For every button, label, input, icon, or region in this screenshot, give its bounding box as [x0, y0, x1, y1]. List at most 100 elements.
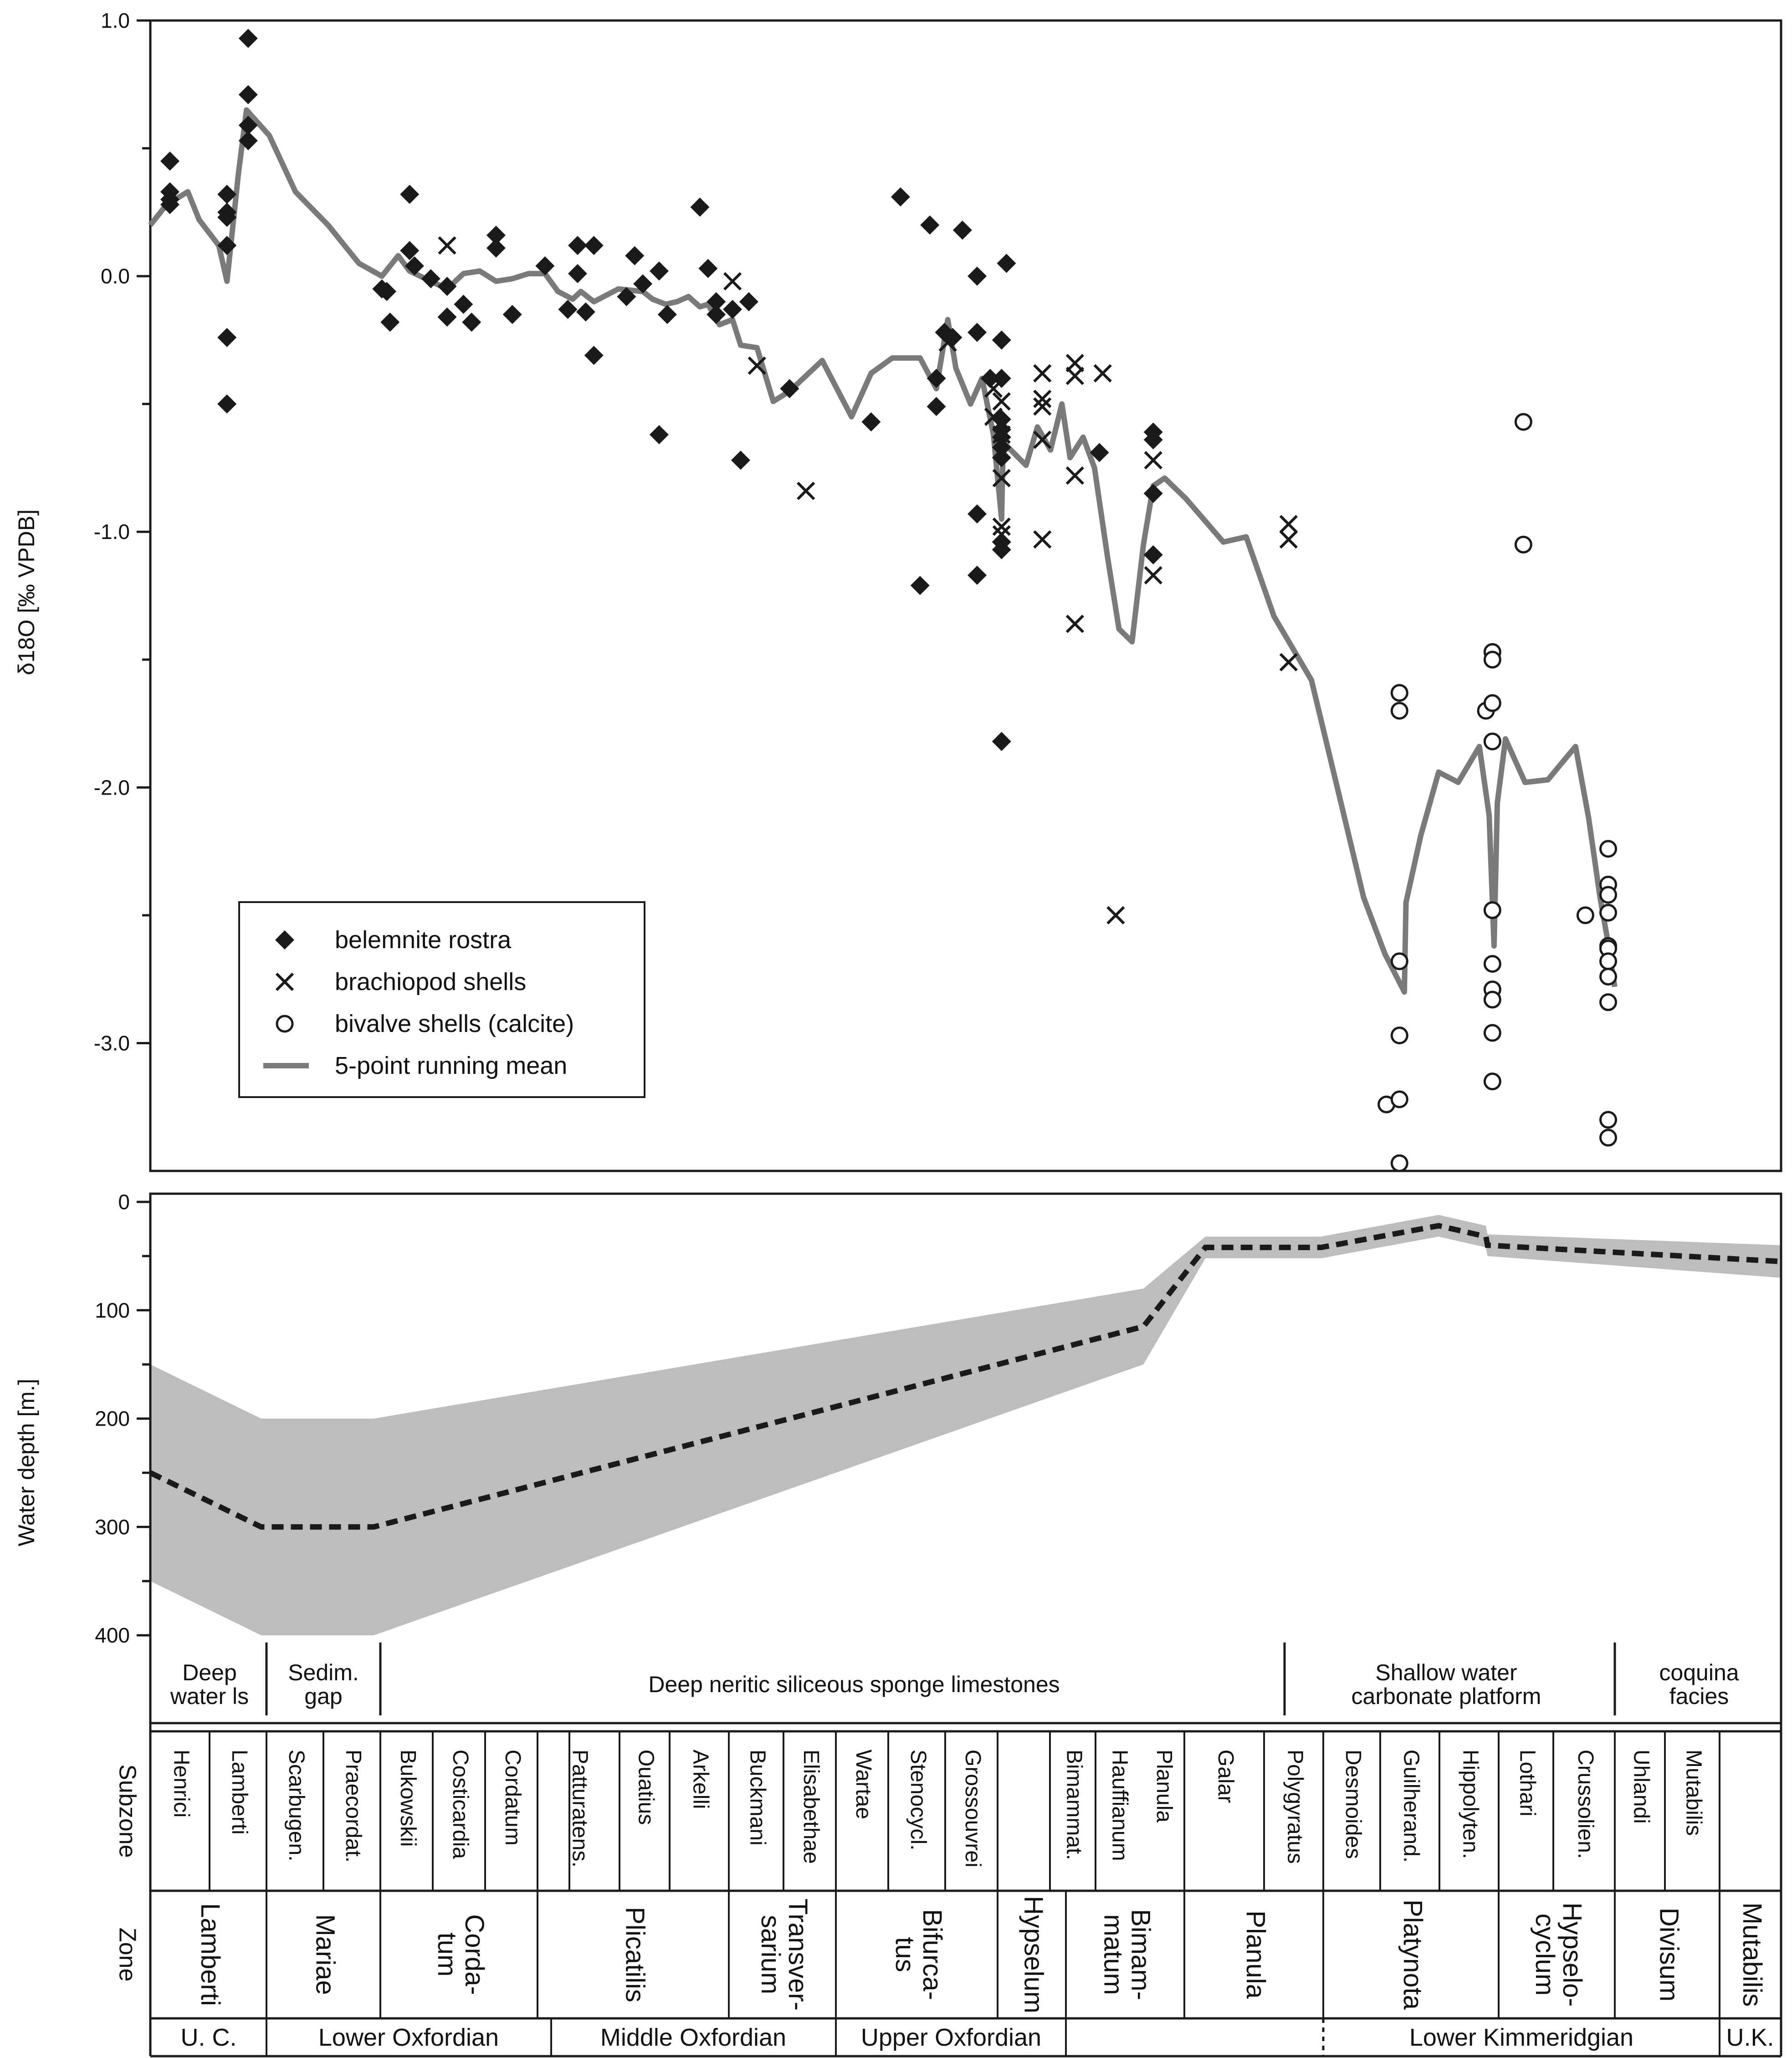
bivalve-marker	[1483, 955, 1501, 973]
belemnite-marker	[707, 305, 726, 324]
belemnite-marker	[160, 195, 179, 214]
belemnite-marker	[992, 438, 1011, 457]
brachiopod-marker	[984, 379, 1003, 398]
subzone-label: Buckmani	[745, 1750, 769, 1846]
belemnite-marker	[454, 294, 473, 314]
bivalve-marker	[276, 1015, 294, 1033]
y-tick-label: 400	[95, 1623, 130, 1647]
isotope-points	[160, 29, 1618, 1172]
belemnite-marker	[920, 215, 940, 235]
stage-label: Upper Oxfordian	[861, 2024, 1041, 2051]
belemnite-marker	[377, 282, 397, 301]
bivalve-marker	[1390, 1026, 1408, 1045]
legend-label: 5-point running mean	[335, 1052, 567, 1079]
subzone-row: Henrici Lamberti Scarbugen. Praecordat. Buko…	[169, 1731, 1720, 1891]
belemnite-marker	[584, 346, 604, 365]
belemnite-marker	[584, 236, 604, 255]
brachiopod-marker	[984, 407, 1003, 426]
subzone-label: Costicardia	[448, 1750, 472, 1859]
belemnite-marker	[238, 116, 258, 135]
brachiopod-marker	[1093, 364, 1112, 383]
bivalve-marker	[1390, 952, 1408, 970]
belemnite-marker	[649, 425, 669, 444]
belemnite-marker	[238, 29, 258, 48]
brachiopod-marker	[992, 517, 1011, 536]
belemnite-marker	[1143, 484, 1163, 503]
belemnite-marker	[910, 576, 930, 595]
belemnite-marker	[723, 300, 742, 319]
belemnite-marker	[217, 328, 237, 347]
subzone-label: Stenocycl.	[906, 1750, 930, 1850]
brachiopod-marker	[1033, 390, 1052, 408]
brachiopod-marker	[1279, 530, 1298, 549]
belemnite-marker	[486, 238, 506, 258]
belemnite-marker	[891, 187, 910, 207]
belemnite-marker	[568, 236, 587, 255]
stage-row: U. C. Lower Oxfordian Middle Oxfordian Uppe…	[180, 2018, 1774, 2056]
belemnite-marker	[400, 241, 420, 260]
subzone-label: Patturatens.	[568, 1750, 592, 1868]
belemnite-marker	[380, 313, 400, 332]
facies-label: Sedim.	[288, 1660, 359, 1685]
subzone-label: Guilherand.	[1399, 1750, 1423, 1863]
belemnite-marker	[1090, 443, 1109, 462]
belemnite-marker	[217, 208, 237, 227]
zone-label: Transver-	[783, 1899, 813, 2011]
zone-label: Hypselo-	[1557, 1903, 1587, 2007]
y-tick-label: -3.0	[94, 1031, 130, 1055]
belemnite-marker	[275, 930, 294, 949]
brachiopod-marker	[1033, 364, 1052, 383]
legend-label: brachiopod shells	[335, 968, 526, 996]
subzone-label: Bimammat.	[1062, 1750, 1086, 1860]
subzone-label: Polygyratus	[1283, 1750, 1307, 1864]
belemnite-marker	[780, 379, 799, 398]
subzone-label: Uhlandi	[1629, 1750, 1653, 1824]
subzone-label: Lothari	[1515, 1750, 1539, 1817]
isotope-plot-frame	[149, 19, 1782, 1172]
bivalve-marker	[1514, 413, 1532, 431]
bivalve-marker	[1390, 1090, 1408, 1109]
belemnite-marker	[739, 292, 758, 312]
stage-label: U. C.	[180, 2024, 236, 2051]
brachiopod-marker	[275, 972, 294, 991]
zone-label: Platynota	[1398, 1899, 1428, 2010]
brachiopod-marker	[992, 425, 1011, 444]
water-depth-panel: 0 100 200 300 400 Water depth [m.] Deepwater…	[14, 1190, 1782, 1724]
belemnite-marker	[633, 274, 653, 293]
subzone-label: Henrici	[169, 1750, 193, 1817]
water-depth-frame	[149, 1192, 1782, 1724]
zone-label: Plicatilis	[620, 1907, 650, 2002]
belemnite-marker	[217, 236, 237, 255]
brachiopod-marker	[1033, 431, 1052, 449]
bivalve-marker	[1599, 1111, 1618, 1129]
brachiopod-marker	[1033, 530, 1052, 549]
belemnite-marker	[992, 732, 1011, 751]
subzone-label: Hippolyten.	[1458, 1750, 1482, 1859]
running-mean-line	[148, 107, 1618, 995]
brachiopod-marker	[438, 236, 456, 255]
belemnite-marker	[502, 305, 522, 324]
brachiopod-marker	[1065, 366, 1084, 385]
subzone-label: Desmoides	[1341, 1750, 1365, 1859]
belemnite-marker	[217, 394, 237, 414]
bivalve-marker	[1599, 968, 1618, 986]
belemnite-marker	[698, 259, 718, 278]
belemnite-marker	[927, 397, 946, 416]
belemnite-marker	[992, 427, 1011, 447]
isotope-panel: 1.0 0.0 -1.0 -2.0 -3.0 δ18O [‰ VPDB] belemni…	[14, 9, 1782, 1172]
y-tick-label: 200	[95, 1407, 130, 1431]
isotope-y-axis: 1.0 0.0 -1.0 -2.0 -3.0	[94, 9, 150, 1055]
belemnite-marker	[690, 197, 710, 217]
bivalve-marker	[1599, 903, 1618, 922]
bivalve-marker	[1483, 1024, 1501, 1042]
brachiopod-marker	[723, 272, 742, 291]
bivalve-marker	[1599, 993, 1618, 1011]
brachiopod-marker	[938, 333, 957, 352]
depth-y-label: Water depth [m.]	[14, 1379, 39, 1546]
subzone-label: Ouatius	[634, 1750, 658, 1825]
brachiopod-marker	[1065, 466, 1084, 485]
brachiopod-marker	[1033, 397, 1052, 416]
belemnite-marker	[400, 185, 420, 204]
legend-label: bivalve shells (calcite)	[335, 1010, 574, 1037]
